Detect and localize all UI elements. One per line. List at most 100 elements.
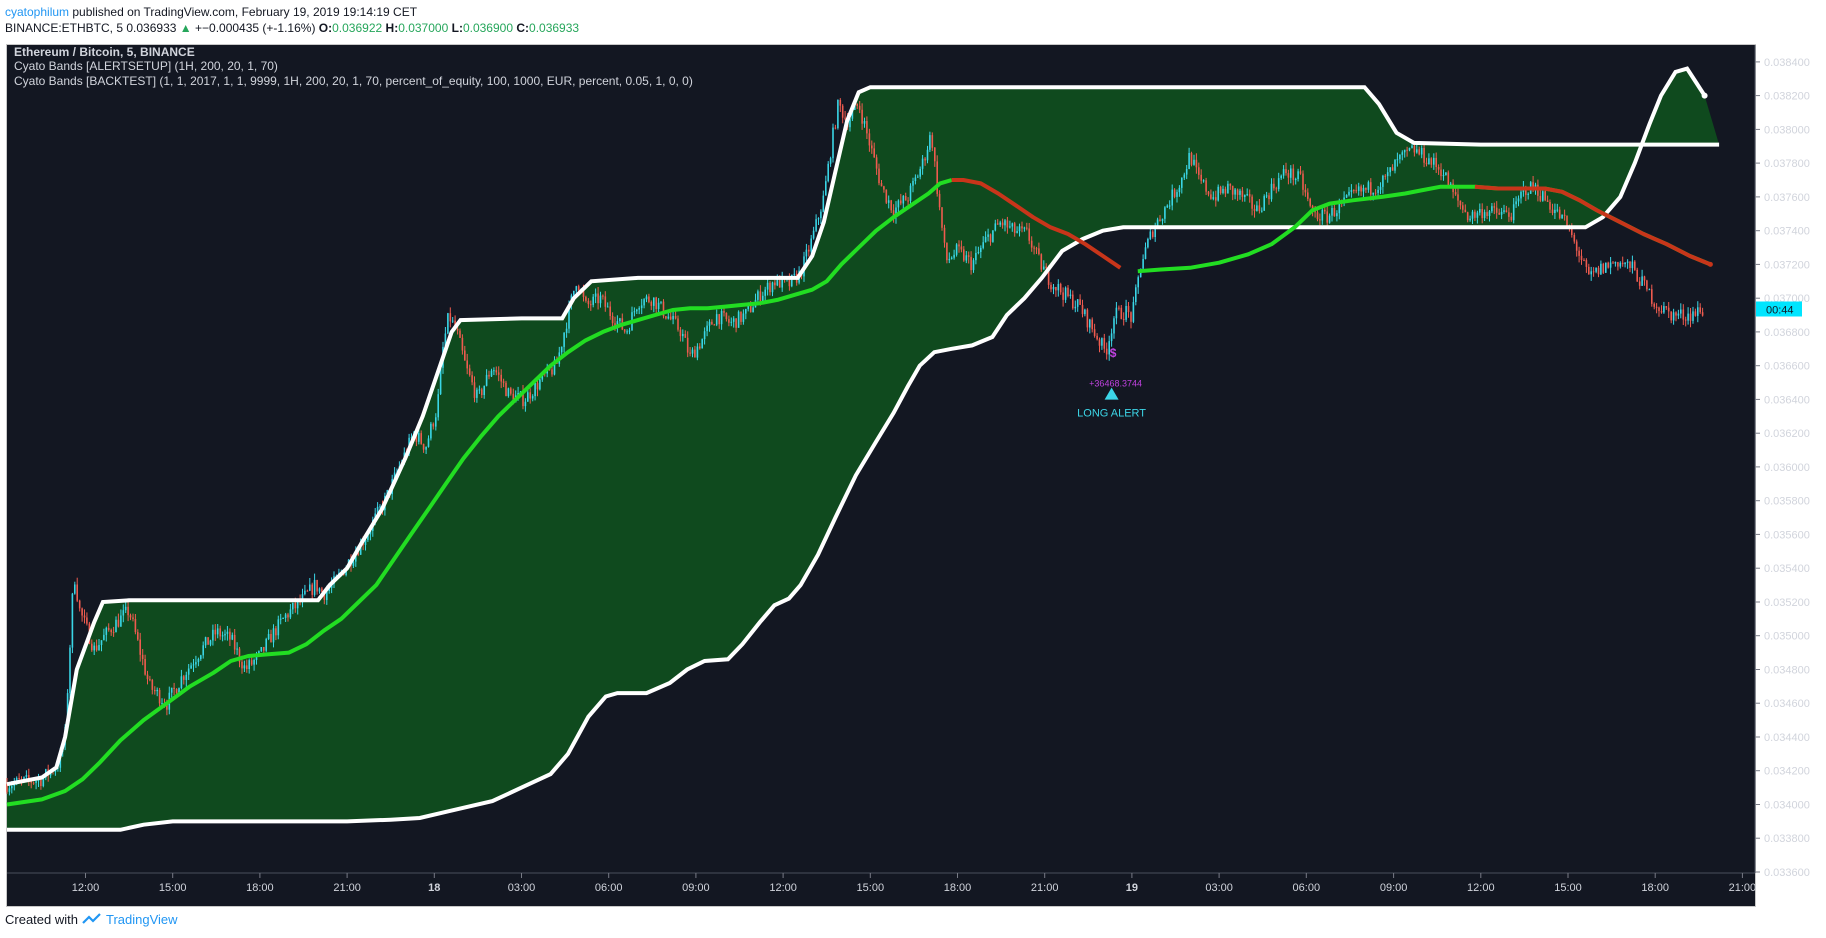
candle-body xyxy=(769,282,771,293)
candle-body xyxy=(447,313,449,334)
candle-body xyxy=(781,276,783,288)
candle-body xyxy=(766,282,769,290)
candle-body xyxy=(965,255,968,261)
y-tick-label: 0.038000 xyxy=(1764,124,1810,136)
low-label: L: xyxy=(451,21,463,35)
candle-body xyxy=(907,200,909,202)
candle-body xyxy=(902,196,905,204)
open-label: O: xyxy=(318,21,333,35)
published-text: published on TradingView.com, February 1… xyxy=(72,5,418,19)
candle-body xyxy=(1273,183,1275,189)
candle-body xyxy=(1362,187,1365,192)
y-tick-label: 0.034400 xyxy=(1764,732,1810,744)
candle-body xyxy=(139,639,141,655)
candles xyxy=(6,98,1704,796)
candle-body xyxy=(774,282,776,286)
candle-body xyxy=(214,629,217,635)
candle-body xyxy=(1532,182,1534,191)
candle-body xyxy=(1052,287,1055,290)
candle-body xyxy=(1207,191,1210,195)
candle-body xyxy=(1680,309,1682,314)
candle-body xyxy=(1241,190,1244,197)
candle-body xyxy=(628,330,631,332)
candle-body xyxy=(1282,169,1285,176)
candle-body xyxy=(6,784,8,792)
candle-body xyxy=(812,230,815,239)
candle-body xyxy=(301,594,304,603)
legend-indicator-1[interactable]: Cyato Bands [ALERTSETUP] (1H, 200, 20, 1… xyxy=(14,59,278,73)
candle-body xyxy=(120,615,122,627)
time-axis[interactable]: 12:00 15:00 18:00 21:00 18 03:00 06:00 09:00 12:… xyxy=(72,873,1756,894)
candle-body xyxy=(689,352,691,354)
x-tick-label: 19 xyxy=(1126,882,1138,894)
candle-body xyxy=(1183,174,1186,178)
candle-body xyxy=(931,135,934,148)
price-chart[interactable]: LONG ALERT+36468.3744$ 0.0384000.0382000… xyxy=(0,44,1826,908)
candle-body xyxy=(868,133,871,146)
tradingview-link[interactable]: TradingView xyxy=(106,912,178,927)
candle-body xyxy=(1185,169,1188,175)
candle-body xyxy=(694,349,696,358)
candle-body xyxy=(1043,266,1045,270)
candle-body xyxy=(665,316,667,319)
candle-body xyxy=(810,238,812,252)
candle-body xyxy=(129,615,132,618)
candle-body xyxy=(71,593,74,648)
candle-body xyxy=(682,334,684,337)
candle-body xyxy=(967,255,970,257)
candle-body xyxy=(1542,191,1544,201)
candle-body xyxy=(745,309,747,314)
candle-body xyxy=(1585,260,1588,267)
candle-body xyxy=(1515,201,1517,205)
candle-body xyxy=(1345,195,1348,198)
candle-body xyxy=(137,632,139,640)
candle-body xyxy=(1687,313,1689,321)
candle-body xyxy=(1605,262,1607,273)
candle-body xyxy=(921,158,924,169)
candle-body xyxy=(914,177,917,181)
candle-body xyxy=(531,396,534,399)
candle-body xyxy=(1125,306,1127,320)
candle-body xyxy=(1198,167,1200,175)
candle-body xyxy=(221,635,224,637)
candle-body xyxy=(1035,248,1038,250)
candle-body xyxy=(1600,263,1602,275)
candle-body xyxy=(1602,263,1605,273)
candle-body xyxy=(527,392,529,402)
x-tick-label: 03:00 xyxy=(1205,882,1233,894)
candle-body xyxy=(791,274,793,287)
candle-body xyxy=(1105,348,1108,355)
candle-body xyxy=(40,778,42,786)
legend-indicator-2[interactable]: Cyato Bands [BACKTEST] (1, 1, 2017, 1, 1… xyxy=(14,74,693,88)
candle-body xyxy=(282,618,284,619)
candle-body xyxy=(1631,261,1634,269)
long-alert-up-triangle-icon xyxy=(1104,387,1119,400)
candle-body xyxy=(955,244,958,255)
candle-body xyxy=(1236,189,1239,195)
x-tick-label: 15:00 xyxy=(159,882,187,894)
candle-body xyxy=(1004,220,1006,226)
long-alert-label: LONG ALERT xyxy=(1077,408,1146,420)
candle-body xyxy=(132,617,134,619)
candle-body xyxy=(1149,231,1152,239)
candle-body xyxy=(1670,311,1672,321)
candle-body xyxy=(1442,175,1445,177)
candle-body xyxy=(1137,277,1139,288)
candle-body xyxy=(246,665,248,669)
candle-body xyxy=(885,189,888,203)
candle-body xyxy=(1692,311,1694,321)
candle-body xyxy=(633,311,636,313)
candle-body xyxy=(190,665,192,669)
x-tick-label: 15:00 xyxy=(857,882,885,894)
candle-body xyxy=(776,276,779,286)
last-price: 0.036933 xyxy=(126,21,177,35)
author-link[interactable]: cyatophilum xyxy=(5,5,70,19)
candle-body xyxy=(1033,247,1035,249)
candle-body xyxy=(76,584,78,601)
candle-body xyxy=(1384,175,1387,177)
candle-body xyxy=(287,614,289,618)
candle-body xyxy=(1130,312,1132,322)
price-axis[interactable]: 0.038400 0.038200 0.038000 0.037800 0.037600… xyxy=(1755,57,1810,879)
candle-body xyxy=(464,350,466,361)
candle-body xyxy=(1108,341,1110,355)
